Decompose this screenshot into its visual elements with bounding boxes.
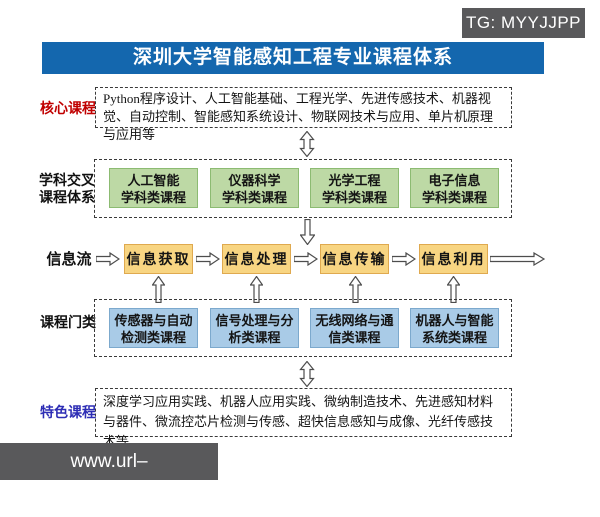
core-courses-box: Python程序设计、人工智能基础、工程光学、先进传感技术、机器视觉、自动控制、… — [95, 87, 512, 142]
double-vertical-arrow-icon — [299, 131, 315, 157]
special-courses-box: 深度学习应用实践、机器人应用实践、微纳制造技术、先进感知材料与器件、微流控芯片检… — [95, 388, 512, 449]
interdisciplinary-container — [94, 159, 512, 218]
up-arrow-icon — [447, 276, 460, 303]
flow-box-utilization: 信息利用 — [419, 244, 488, 274]
right-arrow-long-icon — [490, 252, 546, 266]
row-label-line1: 学科交叉 — [39, 172, 95, 188]
category-box-sensing: 传感器与自动 检测类课程 — [109, 308, 198, 348]
row-label-information-flow: 信息流 — [46, 251, 92, 268]
category-box-network: 无线网络与通 信类课程 — [310, 308, 399, 348]
up-arrow-icon — [349, 276, 362, 303]
flow-box-processing: 信息处理 — [222, 244, 291, 274]
discipline-box-instrument: 仪器科学 学科类课程 — [210, 168, 299, 208]
category-box-robotics: 机器人与智能 系统类课程 — [410, 308, 499, 348]
down-arrow-icon — [300, 219, 315, 245]
discipline-box-ai: 人工智能 学科类课程 — [109, 168, 198, 208]
row-label-special-courses: 特色课程 — [40, 404, 96, 420]
right-arrow-icon — [294, 252, 318, 266]
row-label-core-courses: 核心课程 — [40, 100, 96, 116]
row-label-line2: 课程体系 — [39, 189, 95, 205]
special-courses-text: 深度学习应用实践、机器人应用实践、微纳制造技术、先进感知材料与器件、微流控芯片检… — [103, 394, 494, 449]
row-label-course-categories: 课程门类 — [40, 314, 96, 330]
row-label-interdisciplinary: 学科交叉 课程体系 — [36, 172, 98, 206]
watermark: www.url–kaiyunkaiyun.com — [0, 443, 218, 509]
right-arrow-icon — [96, 252, 120, 266]
flow-box-transmission: 信息传输 — [320, 244, 389, 274]
up-arrow-icon — [250, 276, 263, 303]
right-arrow-icon — [392, 252, 416, 266]
categories-container — [94, 299, 512, 357]
double-vertical-arrow-icon — [299, 361, 315, 387]
core-courses-text: Python程序设计、人工智能基础、工程光学、先进传感技术、机器视觉、自动控制、… — [103, 91, 494, 142]
flow-box-acquisition: 信息获取 — [124, 244, 193, 274]
up-arrow-icon — [152, 276, 165, 303]
discipline-box-electronics: 电子信息 学科类课程 — [410, 168, 499, 208]
category-box-signal: 信号处理与分 析类课程 — [210, 308, 299, 348]
right-arrow-icon — [196, 252, 220, 266]
page-title: 深圳大学智能感知工程专业课程体系 — [42, 42, 544, 74]
discipline-box-optics: 光学工程 学科类课程 — [310, 168, 399, 208]
tg-badge: TG: MYYJJPP — [462, 8, 585, 38]
